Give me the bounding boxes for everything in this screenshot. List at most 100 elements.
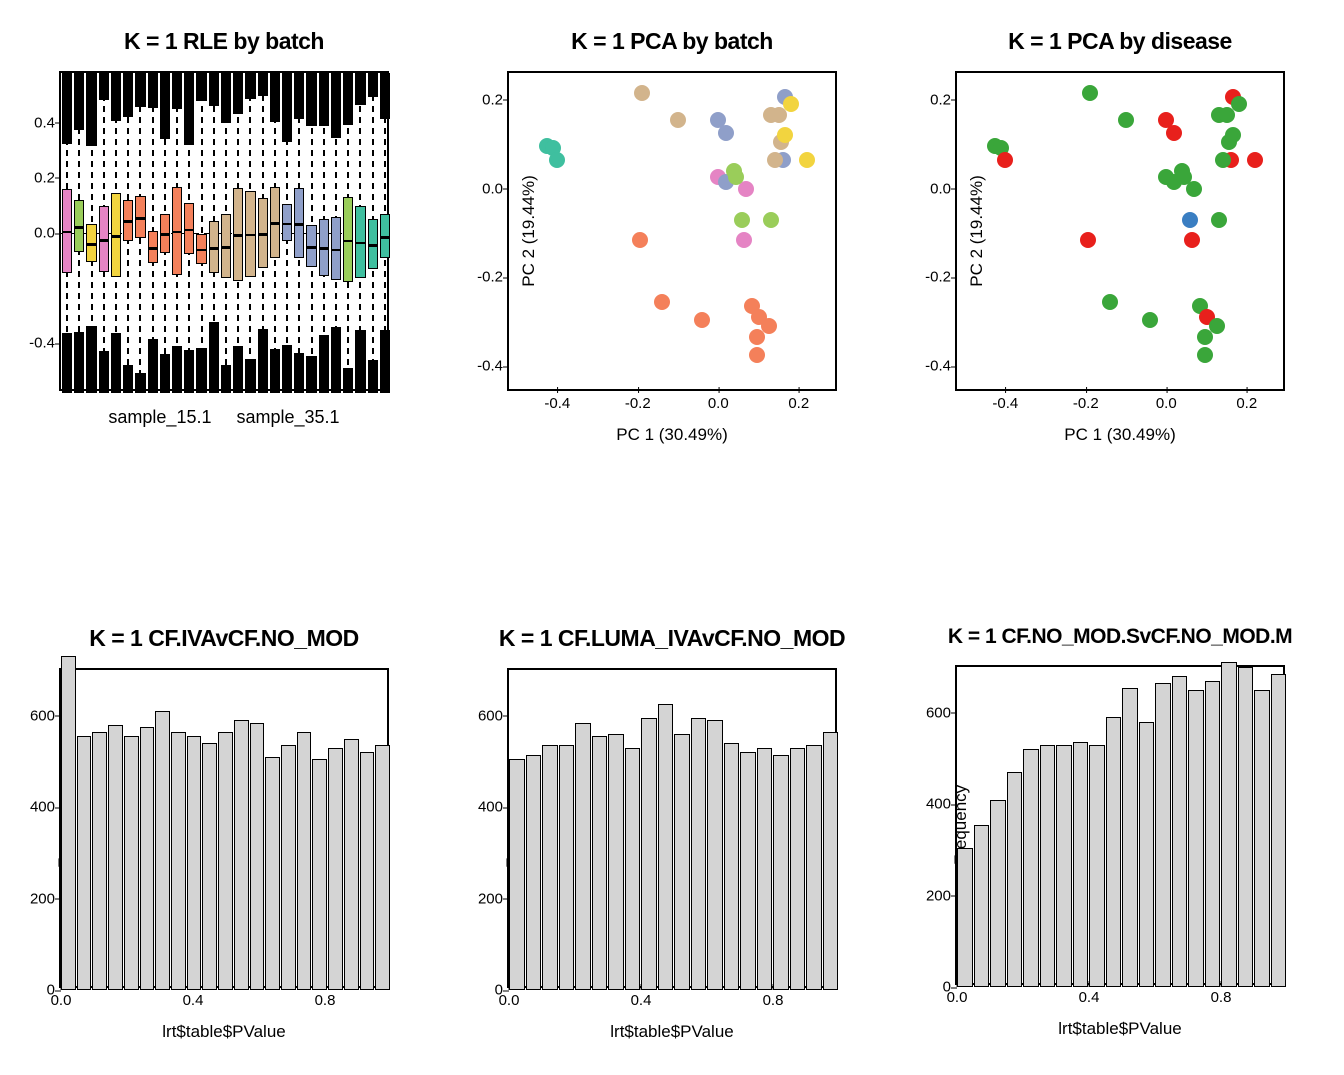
rle-box-sample-15[interactable]	[245, 191, 255, 277]
hist-nomod-plot-bar-10[interactable]	[1122, 688, 1138, 987]
rle-box-sample-11[interactable]	[196, 234, 206, 265]
pca-disease-plot-point-22[interactable]	[1225, 127, 1241, 143]
rle-box-sample-12[interactable]	[209, 221, 219, 273]
pca-disease-plot-point-14[interactable]	[1166, 125, 1182, 141]
hist-nomod-plot-bar-3[interactable]	[1007, 772, 1023, 987]
hist-iva-plot-bar-5[interactable]	[140, 727, 155, 990]
hist-iva-plot-bar-2[interactable]	[92, 732, 107, 990]
pca-disease-plot-point-23[interactable]	[1247, 152, 1263, 168]
pca-disease-plot-point-26[interactable]	[1184, 232, 1200, 248]
pca-batch-plot-point-4[interactable]	[670, 112, 686, 128]
rle-box-sample-25[interactable]	[368, 219, 378, 269]
pca-batch-plot-point-5[interactable]	[632, 232, 648, 248]
rle-plot-area[interactable]: -0.4 0.0 0.2 0.4	[59, 71, 389, 391]
pca-batch-plot-point-29[interactable]	[728, 169, 744, 185]
hist-nomod-plot-bar-8[interactable]	[1089, 745, 1105, 987]
hist-iva-plot-bar-6[interactable]	[155, 711, 170, 990]
rle-box-sample-14[interactable]	[233, 188, 243, 281]
pca-disease-plot-point-8[interactable]	[1142, 312, 1158, 328]
hist-luma-plot-bar-0[interactable]	[509, 759, 525, 990]
hist-luma-plot-bar-16[interactable]	[773, 755, 789, 990]
pca-batch-plot-point-21[interactable]	[783, 96, 799, 112]
hist-nomod-plot-bar-0[interactable]	[957, 848, 973, 987]
hist-luma-plot-bar-18[interactable]	[806, 745, 822, 990]
rle-box-sample-23[interactable]	[343, 197, 353, 282]
hist-luma-plot-bar-8[interactable]	[641, 718, 657, 990]
pca-batch-plot-point-26[interactable]	[736, 232, 752, 248]
hist-nomod-plot-area[interactable]: Frequency 0 200 400 600 0.0 0.4 0.8	[955, 665, 1285, 985]
hist-iva-plot-bar-18[interactable]	[344, 739, 359, 990]
pca-batch-plot-point-23[interactable]	[799, 152, 815, 168]
hist-luma-plot-bar-4[interactable]	[575, 723, 591, 990]
pca-disease-plot-point-20[interactable]	[1215, 152, 1231, 168]
hist-luma-plot-bar-13[interactable]	[724, 743, 740, 990]
pca-batch-plot-point-20[interactable]	[767, 152, 783, 168]
rle-box-sample-9[interactable]	[172, 187, 182, 276]
pca-batch-plot-point-2[interactable]	[549, 152, 565, 168]
hist-luma-plot-bar-14[interactable]	[740, 752, 756, 990]
hist-iva-plot-bar-13[interactable]	[265, 757, 280, 990]
rle-box-sample-18[interactable]	[282, 204, 292, 240]
rle-box-sample-26[interactable]	[380, 214, 390, 258]
hist-nomod-plot-bar-15[interactable]	[1205, 681, 1221, 987]
pca-batch-plot-point-3[interactable]	[634, 85, 650, 101]
hist-luma-plot-bar-6[interactable]	[608, 734, 624, 990]
hist-iva-plot-bar-16[interactable]	[312, 759, 327, 990]
pca-batch-plot-point-31[interactable]	[763, 212, 779, 228]
hist-luma-plot-bar-10[interactable]	[674, 734, 690, 990]
hist-nomod-plot-bar-12[interactable]	[1155, 683, 1171, 987]
rle-box-sample-22[interactable]	[331, 217, 341, 280]
hist-luma-plot-bar-12[interactable]	[707, 720, 723, 990]
hist-nomod-plot-bar-5[interactable]	[1040, 745, 1056, 987]
hist-iva-plot-bar-20[interactable]	[375, 745, 390, 990]
rle-box-sample-16[interactable]	[258, 198, 268, 268]
hist-iva-plot-bar-12[interactable]	[250, 723, 265, 990]
pca-disease-plot-point-6[interactable]	[1102, 294, 1118, 310]
hist-luma-plot-bar-1[interactable]	[526, 755, 542, 990]
rle-box-sample-4[interactable]	[111, 193, 121, 277]
rle-box-sample-7[interactable]	[148, 231, 158, 263]
rle-box-sample-1[interactable]	[74, 200, 84, 252]
pca-disease-plot-point-30[interactable]	[1182, 212, 1198, 228]
pca-batch-plot-point-8[interactable]	[694, 312, 710, 328]
pca-disease-plot-point-29[interactable]	[1176, 169, 1192, 185]
hist-nomod-plot-bar-4[interactable]	[1023, 749, 1039, 987]
hist-iva-plot-bar-10[interactable]	[218, 732, 233, 990]
rle-box-sample-17[interactable]	[270, 187, 280, 258]
rle-box-sample-24[interactable]	[355, 206, 365, 278]
pca-disease-plot-point-5[interactable]	[1080, 232, 1096, 248]
hist-nomod-plot-bar-14[interactable]	[1188, 690, 1204, 987]
hist-iva-plot-bar-4[interactable]	[124, 736, 139, 990]
hist-luma-plot-bar-7[interactable]	[625, 748, 641, 990]
hist-luma-plot-bar-3[interactable]	[559, 745, 575, 990]
hist-iva-plot-bar-9[interactable]	[202, 743, 217, 990]
hist-nomod-plot-bar-6[interactable]	[1056, 745, 1072, 987]
hist-iva-plot-bar-0[interactable]	[61, 656, 76, 990]
hist-nomod-plot-bar-19[interactable]	[1271, 674, 1287, 987]
hist-iva-plot-bar-7[interactable]	[171, 732, 186, 990]
pca-batch-plot-point-10[interactable]	[749, 347, 765, 363]
pca-batch-plot-point-22[interactable]	[777, 127, 793, 143]
hist-nomod-plot-bar-1[interactable]	[974, 825, 990, 987]
pca-batch-plot-point-6[interactable]	[654, 294, 670, 310]
hist-nomod-plot-bar-9[interactable]	[1106, 717, 1122, 987]
hist-iva-plot-bar-3[interactable]	[108, 725, 123, 990]
pca-batch-plot-area[interactable]: PC 2 (19.44%) -0.4 -0.2 0.0 0.2 -0.4 -0.2 0.0 0…	[507, 71, 837, 391]
hist-iva-plot-bar-17[interactable]	[328, 748, 343, 990]
hist-nomod-plot-bar-2[interactable]	[990, 800, 1006, 987]
rle-box-sample-6[interactable]	[135, 196, 145, 238]
rle-box-sample-5[interactable]	[123, 200, 133, 242]
hist-iva-plot-bar-1[interactable]	[77, 736, 92, 990]
pca-disease-plot-point-21[interactable]	[1231, 96, 1247, 112]
hist-luma-plot-bar-15[interactable]	[757, 748, 773, 990]
rle-box-sample-20[interactable]	[306, 225, 316, 268]
rle-box-sample-2[interactable]	[86, 224, 96, 262]
hist-luma-plot-area[interactable]: Frequency 02004006000.00.40.8	[507, 668, 837, 988]
rle-box-sample-3[interactable]	[99, 206, 109, 272]
hist-nomod-plot-bar-7[interactable]	[1073, 742, 1089, 987]
hist-luma-plot-bar-11[interactable]	[691, 718, 707, 990]
rle-box-sample-8[interactable]	[160, 214, 170, 254]
hist-luma-plot-bar-17[interactable]	[790, 748, 806, 990]
rle-box-sample-21[interactable]	[319, 219, 329, 276]
hist-iva-plot-bar-19[interactable]	[360, 752, 375, 990]
